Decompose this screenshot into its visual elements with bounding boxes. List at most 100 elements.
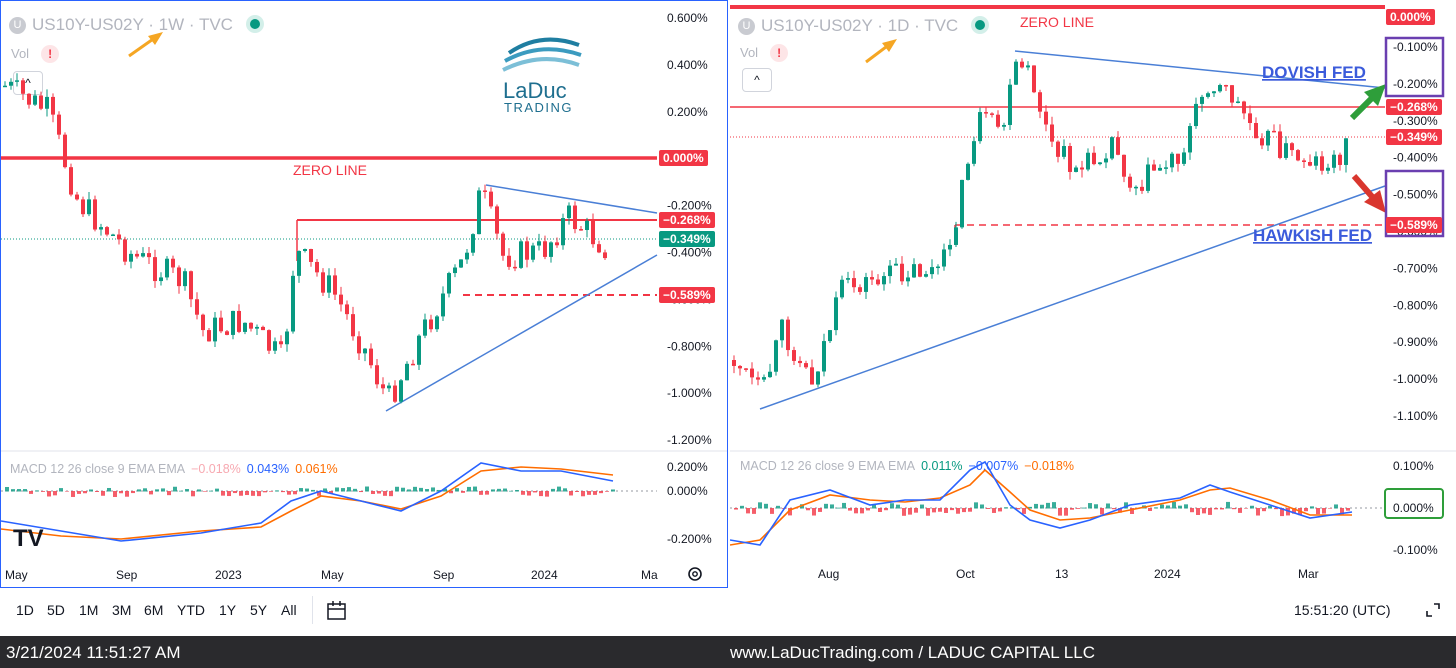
macd-bar: [866, 508, 870, 511]
volume-indicator[interactable]: Vol!: [11, 45, 60, 63]
macd-bar: [1094, 504, 1098, 509]
timeframe-6m[interactable]: 6M: [144, 602, 164, 618]
candle-body: [1062, 146, 1066, 157]
logo-text-trading: TRADING: [504, 100, 573, 115]
price-tick: -0.200%: [667, 199, 712, 213]
macd-axis: 0.100% 0.000% -0.100%: [1393, 459, 1438, 557]
chart-pane-daily[interactable]: U US10Y-US02Y · 1D · TVC Vol! ^ -0.100% -0…: [730, 0, 1456, 588]
macd-bar: [491, 489, 495, 492]
macd-bar: [1046, 502, 1050, 509]
macd-bar: [101, 491, 105, 496]
candle-body: [231, 310, 235, 335]
warning-icon[interactable]: !: [41, 45, 60, 63]
macd-bar: [173, 486, 177, 492]
candle-body: [828, 330, 832, 342]
macd-bar: [77, 491, 81, 494]
volume-indicator[interactable]: Vol!: [740, 44, 789, 62]
macd-legend[interactable]: MACD 12 26 close 9 EMA EMA −0.018% 0.043% 0…: [10, 462, 338, 476]
time-axis[interactable]: Aug Oct 13 2024 Mar: [818, 567, 1319, 581]
macd-bar: [407, 489, 411, 492]
timeframe-5y[interactable]: 5Y: [250, 602, 268, 618]
date-range-icon[interactable]: [326, 600, 348, 622]
symbol-header[interactable]: U US10Y-US02Y · 1W · TVC: [9, 15, 260, 35]
macd-bar: [317, 491, 321, 496]
timeframe-all[interactable]: All: [281, 602, 297, 618]
macd-bar: [1178, 505, 1182, 509]
candle-body: [912, 264, 916, 278]
collapse-button[interactable]: ^: [742, 68, 772, 92]
timeframe-5d[interactable]: 5D: [47, 602, 65, 618]
macd-bar: [107, 487, 111, 492]
macd-bar: [167, 491, 171, 496]
macd-tick: -0.100%: [1393, 543, 1438, 557]
weekly-chart-canvas[interactable]: LaDuc TRADING 0.600% 0.400% 0.200% 0.000% -0…: [1, 1, 729, 589]
macd-legend[interactable]: MACD 12 26 close 9 EMA EMA 0.011% −0.007% −…: [740, 459, 1074, 473]
candle-body: [345, 304, 349, 315]
time-tick: 2023: [215, 568, 242, 582]
macd-bar: [23, 489, 27, 492]
timeframe-3m[interactable]: 3M: [112, 602, 132, 618]
candle-body: [1218, 85, 1222, 92]
candle-body: [1116, 137, 1120, 155]
source-label: TVC: [924, 16, 959, 35]
macd-bar: [377, 491, 381, 494]
macd-bar: [764, 503, 768, 509]
candle-body: [1176, 153, 1180, 164]
macd-bar: [974, 502, 978, 509]
price-axis[interactable]: 0.600%0.400%0.200%0.000%-0.200%-0.400%-0…: [667, 11, 712, 447]
candle-body: [1044, 111, 1048, 125]
macd-bar: [233, 491, 237, 494]
macd-title: MACD 12 26 close 9 EMA EMA: [740, 459, 916, 473]
daily-chart-canvas[interactable]: -0.100%-0.200%-0.300%-0.400%-0.500%-0.60…: [730, 0, 1456, 588]
settings-gear-icon[interactable]: [688, 567, 702, 581]
macd-bar: [593, 491, 597, 495]
candle-body: [405, 363, 409, 381]
warning-icon[interactable]: !: [770, 44, 789, 62]
timeframe-ytd[interactable]: YTD: [177, 602, 205, 618]
macd-value: 0.043%: [246, 462, 290, 476]
time-tick: Sep: [116, 568, 138, 582]
macd-bar: [401, 487, 405, 492]
macd-bar: [263, 491, 267, 493]
candle-body: [255, 326, 259, 329]
macd-bar: [71, 491, 75, 497]
interval-label[interactable]: 1D: [887, 16, 910, 35]
clock-readout[interactable]: 15:51:20 (UTC): [1294, 602, 1391, 618]
macd-bar: [1328, 508, 1332, 509]
candle-body: [906, 277, 910, 282]
interval-label[interactable]: 1W: [158, 15, 185, 34]
macd-bar: [275, 490, 279, 492]
candle-body: [1140, 186, 1144, 191]
macd-bar: [818, 508, 822, 512]
macd-bar: [740, 505, 744, 509]
candle-body: [279, 341, 283, 345]
price-tick: -0.500%: [1393, 188, 1438, 202]
macd-bar: [59, 488, 63, 492]
macd-bar: [1304, 508, 1308, 512]
candle-body: [1260, 138, 1264, 146]
timeframe-1y[interactable]: 1Y: [219, 602, 237, 618]
chart-pane-weekly[interactable]: U US10Y-US02Y · 1W · TVC Vol! ^ LaDuc TRA…: [0, 0, 728, 588]
time-tick: Aug: [818, 567, 839, 581]
candle-body: [291, 275, 295, 332]
candle-body: [1008, 84, 1012, 125]
macd-bar: [569, 491, 573, 496]
timeframe-1m[interactable]: 1M: [79, 602, 99, 618]
fullscreen-icon[interactable]: [1424, 601, 1442, 619]
macd-bar: [575, 491, 579, 492]
symbol-header[interactable]: U US10Y-US02Y · 1D · TVC: [738, 16, 985, 36]
candle-body: [846, 278, 850, 280]
macd-bar: [1262, 508, 1266, 512]
timeframe-1d[interactable]: 1D: [16, 602, 34, 618]
candle-body: [1122, 154, 1126, 177]
time-axis[interactable]: May Sep 2023 May Sep 2024 Ma: [5, 568, 658, 582]
candle-body: [768, 371, 772, 378]
candle-body: [297, 250, 301, 276]
candle-body: [471, 234, 475, 253]
upper-trendline: [1014, 50, 1386, 89]
candle-body: [219, 317, 223, 332]
lower-trendline: [759, 185, 1386, 410]
collapse-button[interactable]: ^: [13, 71, 43, 95]
candle-body: [111, 234, 115, 237]
macd-bar: [521, 491, 525, 495]
